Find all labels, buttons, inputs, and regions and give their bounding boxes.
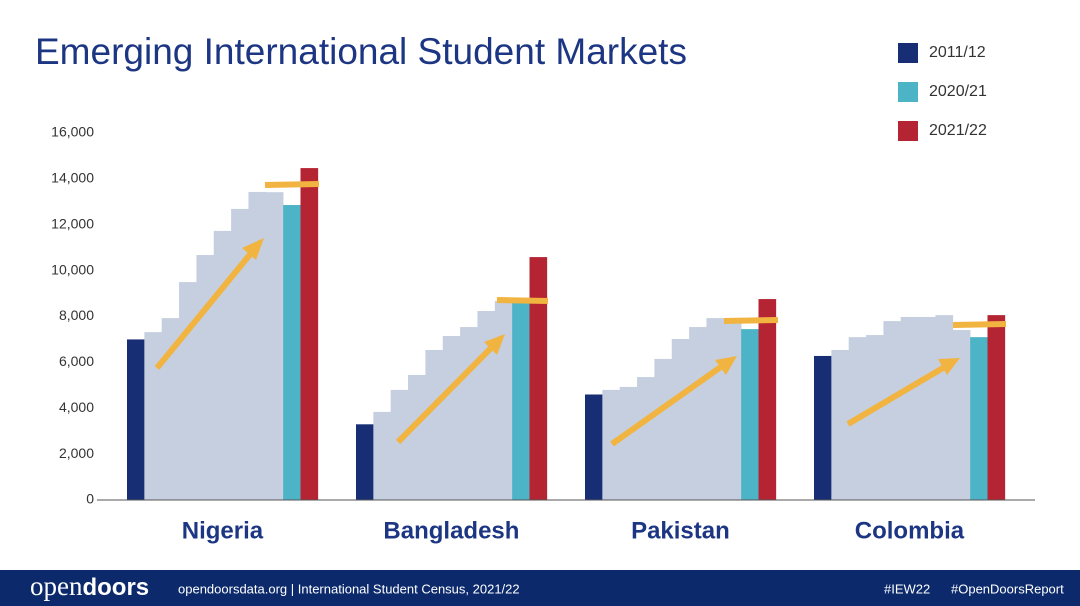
bar bbox=[283, 205, 301, 500]
logo: opendoors bbox=[30, 571, 149, 601]
trend-arrow bbox=[154, 250, 255, 370]
bar bbox=[494, 300, 513, 500]
bar bbox=[637, 377, 655, 500]
bar bbox=[373, 411, 391, 500]
y-tick-label: 6,000 bbox=[59, 353, 94, 369]
level-line bbox=[723, 317, 779, 324]
trend-arrow bbox=[846, 362, 950, 427]
logo-open: open bbox=[30, 571, 83, 601]
legend-label: 2011/12 bbox=[929, 44, 986, 61]
bar bbox=[127, 339, 145, 500]
arrow-head bbox=[938, 358, 960, 375]
bar bbox=[619, 386, 638, 500]
bar bbox=[179, 282, 197, 500]
bar bbox=[706, 318, 725, 500]
footer-source: opendoorsdata.org | International Studen… bbox=[178, 581, 520, 596]
chart-title: Emerging International Student Markets bbox=[35, 31, 687, 72]
decorations bbox=[154, 181, 1007, 447]
bar bbox=[248, 191, 267, 500]
legend-label: 2020/21 bbox=[929, 83, 987, 100]
y-tick-label: 2,000 bbox=[59, 445, 94, 461]
level-line bbox=[496, 297, 549, 304]
level-line bbox=[952, 321, 1007, 328]
bar bbox=[723, 318, 742, 500]
bar bbox=[900, 316, 919, 500]
bar bbox=[741, 329, 759, 500]
bar bbox=[585, 394, 603, 500]
x-tick-label: Nigeria bbox=[182, 517, 264, 544]
bar bbox=[831, 349, 849, 500]
x-tick-label: Colombia bbox=[855, 517, 965, 544]
bar bbox=[814, 355, 832, 500]
footer-bar bbox=[0, 570, 1080, 606]
bar bbox=[161, 318, 180, 500]
arrow-head bbox=[484, 334, 505, 355]
bar bbox=[689, 327, 707, 500]
legend-swatch bbox=[898, 43, 918, 63]
bar bbox=[883, 321, 902, 500]
bar bbox=[265, 192, 284, 500]
y-tick-label: 16,000 bbox=[51, 124, 94, 140]
bar bbox=[196, 255, 215, 500]
bar bbox=[918, 316, 936, 500]
plot: 0 2,000 4,000 6,000 8,000 10,000 12,000 14,000 1… bbox=[51, 43, 1035, 544]
bar bbox=[144, 332, 162, 500]
bar bbox=[529, 257, 548, 500]
bar bbox=[602, 389, 620, 500]
level-line bbox=[264, 181, 320, 188]
y-tick-label: 8,000 bbox=[59, 307, 94, 323]
bar bbox=[442, 335, 461, 500]
arrow-head bbox=[242, 238, 264, 260]
bar bbox=[460, 327, 478, 500]
trend-arrow bbox=[395, 342, 497, 445]
arrow-head bbox=[715, 356, 737, 375]
bar bbox=[300, 168, 319, 501]
bar bbox=[654, 358, 673, 500]
bar bbox=[213, 230, 232, 501]
y-tick-label: 0 bbox=[86, 491, 94, 507]
y-tick-label: 10,000 bbox=[51, 261, 94, 277]
bar bbox=[390, 389, 409, 500]
footer-tag: #OpenDoorsReport bbox=[951, 581, 1064, 596]
bar bbox=[866, 335, 884, 500]
y-tick-label: 4,000 bbox=[59, 399, 94, 415]
logo-doors: doors bbox=[82, 574, 149, 601]
bar bbox=[970, 337, 988, 500]
bar bbox=[512, 302, 530, 500]
legend-label: 2021/22 bbox=[929, 122, 987, 139]
bar bbox=[231, 208, 249, 500]
trend-arrow bbox=[610, 361, 727, 447]
bar bbox=[935, 315, 954, 500]
footer-tag: #IEW22 bbox=[884, 581, 930, 596]
bar bbox=[356, 424, 374, 500]
bar bbox=[425, 349, 444, 500]
x-tick-label: Pakistan bbox=[631, 517, 730, 544]
x-tick-label: Bangladesh bbox=[383, 517, 519, 544]
legend-swatch bbox=[898, 82, 918, 102]
bar bbox=[952, 330, 971, 500]
y-tick-label: 12,000 bbox=[51, 215, 94, 231]
legend-swatch bbox=[898, 121, 918, 141]
bar bbox=[671, 338, 690, 500]
y-tick-label: 14,000 bbox=[51, 170, 94, 186]
bar bbox=[987, 315, 1006, 500]
bar bbox=[758, 299, 777, 500]
bar bbox=[408, 374, 426, 500]
